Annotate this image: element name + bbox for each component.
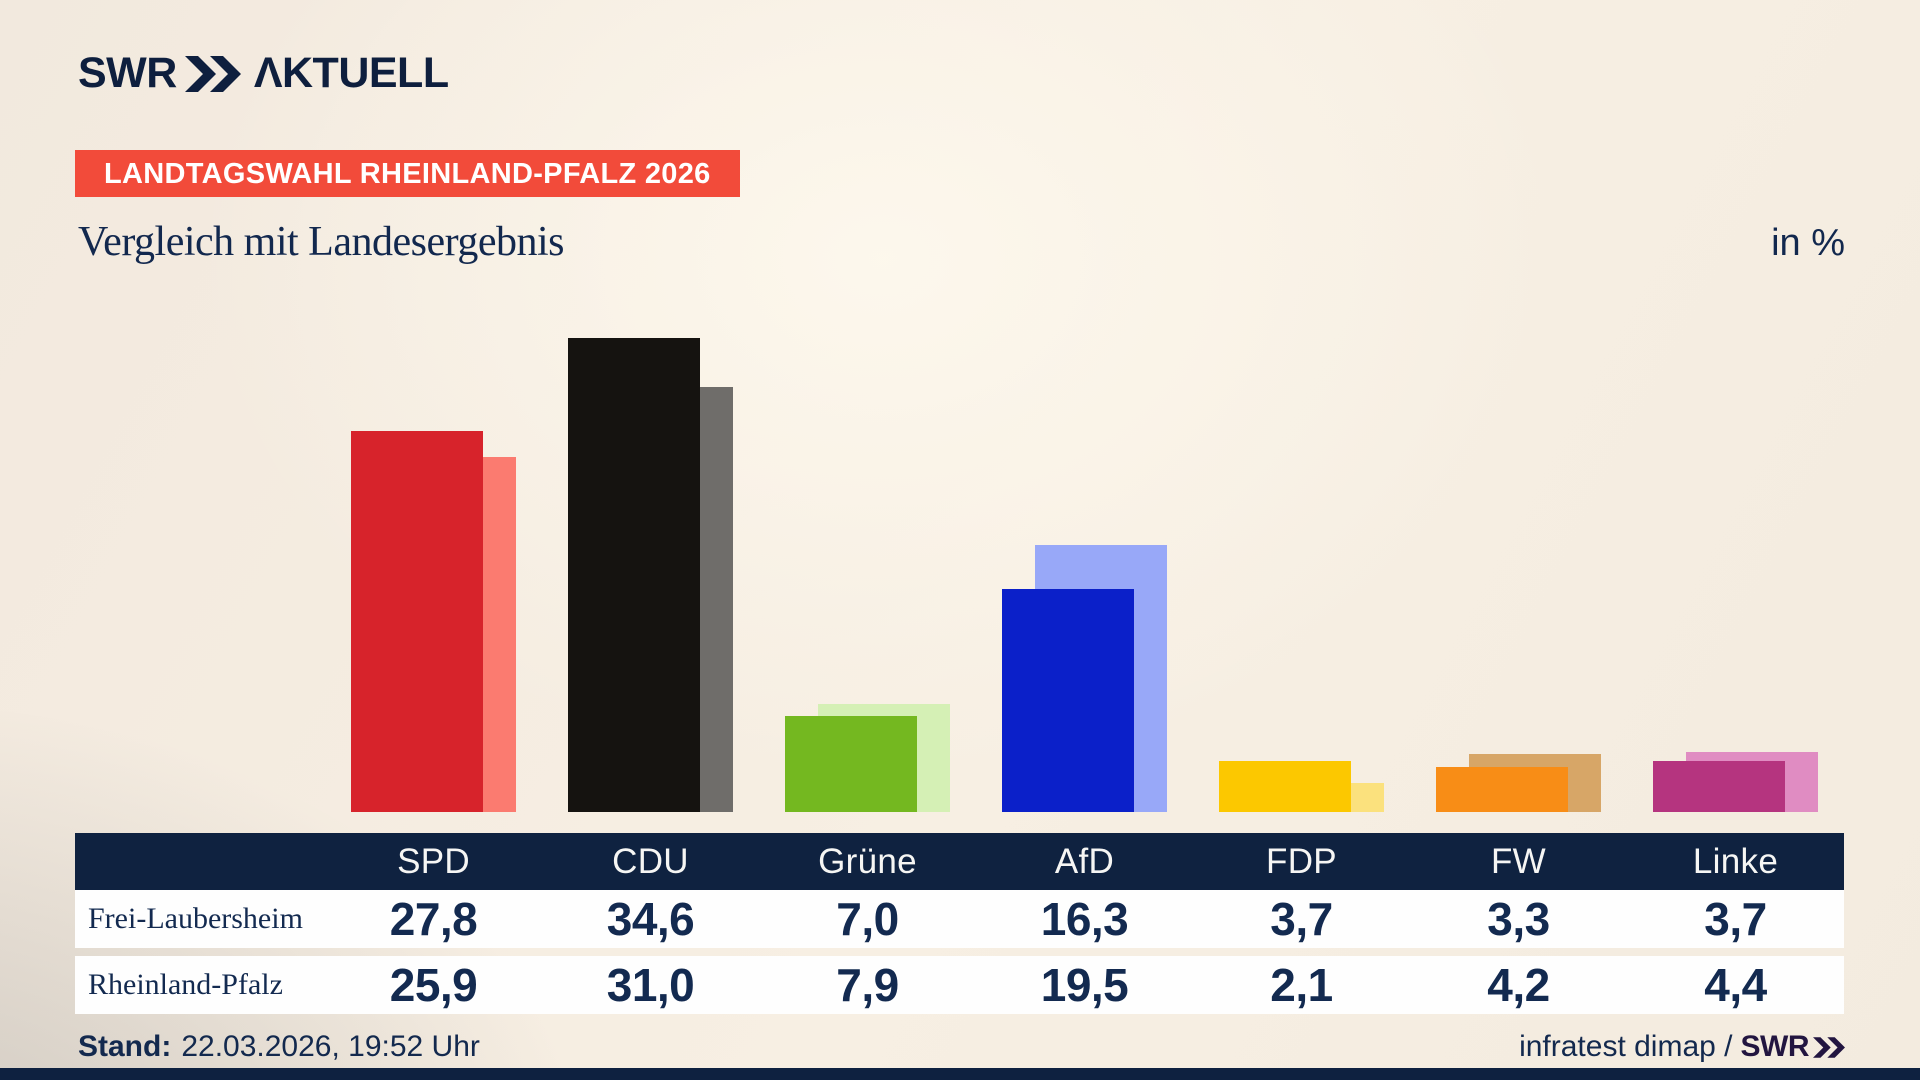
bottom-bar bbox=[0, 1068, 1920, 1080]
value-cdu-local: 34,6 bbox=[606, 893, 695, 945]
timestamp: Stand: 22.03.2026, 19:52 Uhr bbox=[78, 1030, 480, 1064]
source-brand-text: SWR bbox=[1740, 1030, 1810, 1063]
chart-column-grüne bbox=[759, 312, 976, 812]
table-header-party-linke: Linke bbox=[1692, 841, 1779, 881]
table-header-party-cdu: CDU bbox=[612, 841, 689, 881]
value-cdu-state: 31,0 bbox=[606, 959, 695, 1011]
double-chevron-icon bbox=[1813, 1036, 1845, 1058]
value-fw-state: 4,2 bbox=[1487, 959, 1550, 1011]
table-row-local: Frei-Laubersheim 27,8 34,6 7,0 16,3 3,7 3,3 3,7 bbox=[75, 890, 1844, 948]
timestamp-label: Stand: bbox=[78, 1030, 172, 1063]
bar-local-afd bbox=[1002, 589, 1134, 812]
value-linke-local: 3,7 bbox=[1704, 893, 1767, 945]
bar-local-grüne bbox=[785, 716, 917, 812]
table-header-party-spd: SPD bbox=[397, 841, 470, 881]
swr-aktuell-logo: SWR ΛKTUELL bbox=[78, 52, 449, 95]
value-spd-local: 27,8 bbox=[389, 893, 478, 945]
source-text: infratest dimap / bbox=[1519, 1030, 1733, 1063]
value-grüne-local: 7,0 bbox=[836, 893, 899, 945]
comparison-bar-chart bbox=[325, 312, 1844, 812]
bar-local-cdu bbox=[568, 338, 700, 812]
table-header-party-fdp: FDP bbox=[1266, 841, 1337, 881]
value-linke-state: 4,4 bbox=[1704, 959, 1767, 1011]
bar-local-fdp bbox=[1219, 761, 1351, 812]
chart-column-linke bbox=[1627, 312, 1844, 812]
chart-column-spd bbox=[325, 312, 542, 812]
results-table: SPD CDU Grüne AfD FDP FW Linke Frei-Laubersheim… bbox=[75, 833, 1844, 1014]
row-label: Frei-Laubersheim bbox=[88, 902, 303, 935]
value-afd-state: 19,5 bbox=[1040, 959, 1129, 1011]
value-spd-state: 25,9 bbox=[389, 959, 478, 1011]
chart-column-fw bbox=[1410, 312, 1627, 812]
logo-aktuell-text: ΛKTUELL bbox=[253, 49, 449, 97]
bar-local-fw bbox=[1436, 767, 1568, 812]
double-chevron-icon bbox=[184, 55, 241, 92]
title-row: Vergleich mit Landesergebnis in % bbox=[78, 218, 1845, 266]
source-credit: infratest dimap / SWR bbox=[1519, 1030, 1845, 1064]
table-header-party-afd: AfD bbox=[1054, 841, 1115, 881]
value-afd-local: 16,3 bbox=[1040, 893, 1129, 945]
value-grüne-state: 7,9 bbox=[836, 959, 899, 1011]
election-badge: LANDTAGSWAHL RHEINLAND-PFALZ 2026 bbox=[75, 150, 740, 197]
unit-label: in % bbox=[1771, 222, 1845, 264]
value-fdp-local: 3,7 bbox=[1270, 893, 1333, 945]
bar-local-spd bbox=[351, 431, 483, 812]
chart-column-cdu bbox=[542, 312, 759, 812]
chart-column-fdp bbox=[1193, 312, 1410, 812]
table-header-row: SPD CDU Grüne AfD FDP FW Linke bbox=[75, 833, 1844, 890]
row-label: Rheinland-Pfalz bbox=[88, 968, 283, 1001]
table-row-state: Rheinland-Pfalz 25,9 31,0 7,9 19,5 2,1 4,2 4,4 bbox=[75, 956, 1844, 1014]
value-fw-local: 3,3 bbox=[1487, 893, 1550, 945]
page-title: Vergleich mit Landesergebnis bbox=[78, 219, 564, 265]
bar-local-linke bbox=[1653, 761, 1785, 812]
timestamp-value: 22.03.2026, 19:52 Uhr bbox=[181, 1030, 480, 1063]
table-header-party-grüne: Grüne bbox=[818, 841, 917, 881]
chart-column-afd bbox=[976, 312, 1193, 812]
value-fdp-state: 2,1 bbox=[1270, 959, 1333, 1011]
footer: Stand: 22.03.2026, 19:52 Uhr infratest di… bbox=[78, 1026, 1845, 1068]
logo-swr-text: SWR bbox=[78, 49, 177, 97]
table-header-party-fw: FW bbox=[1490, 841, 1546, 881]
